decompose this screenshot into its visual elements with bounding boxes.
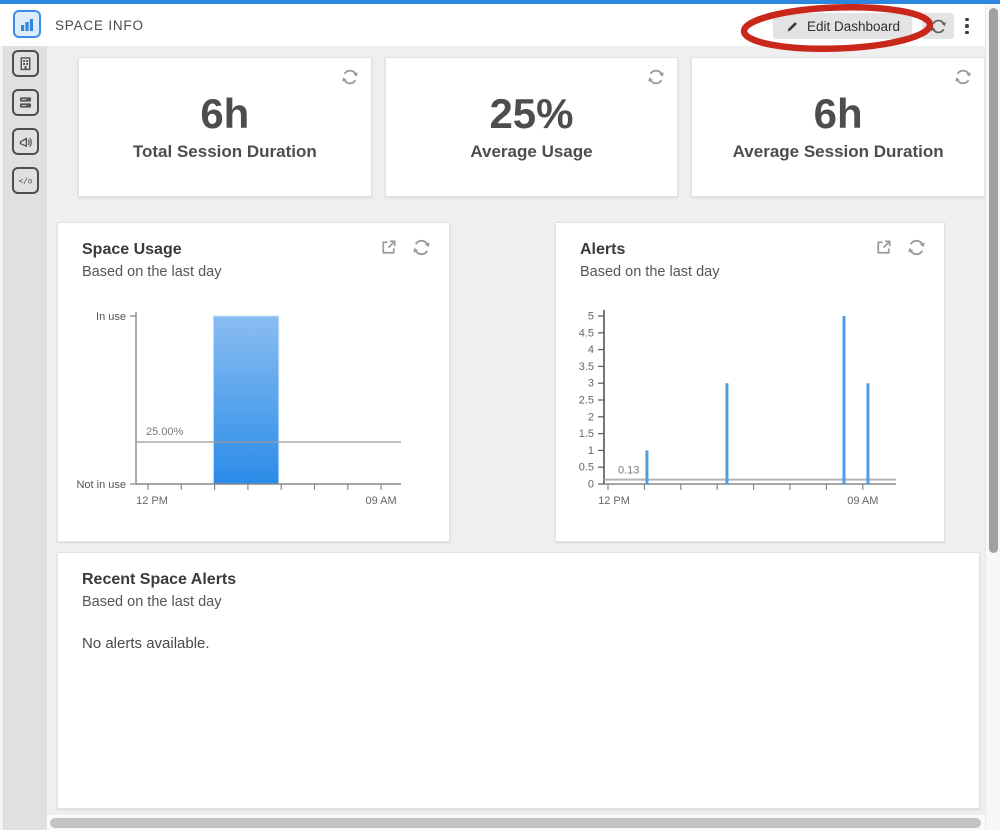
vertical-scrollbar-thumb[interactable] [988,8,998,553]
alerts-panel: Alerts Based on the last day [555,222,945,542]
stat-value: 6h [200,90,250,137]
stat-label: Total Session Duration [132,142,317,162]
svg-text:In use: In use [96,311,126,323]
horizontal-scrollbar-thumb[interactable] [50,817,981,828]
svg-text:1.5: 1.5 [579,428,594,440]
stat-label: Average Session Duration [732,142,944,162]
bar-chart-icon[interactable] [13,10,41,38]
stat-card-average-session: 6h Average Session Duration [691,57,985,197]
sidebar: </o [4,46,47,830]
svg-text:5: 5 [588,311,594,323]
stat-value: 25% [489,90,574,137]
refresh-icon[interactable] [412,238,431,262]
panel-title: Alerts [580,241,626,258]
vertical-scrollbar-track [985,4,1000,830]
code-icon[interactable]: </o [12,167,39,194]
left-edge-strip [0,46,4,830]
panel-subtitle: Based on the last day [580,264,720,280]
refresh-icon[interactable] [907,238,926,262]
rooms-list-icon[interactable] [12,89,39,116]
stat-card-row: 6h Total Session Duration 25% Average Us… [78,57,985,197]
svg-text:09 AM: 09 AM [847,495,878,507]
edit-dashboard-button[interactable]: Edit Dashboard [773,13,913,39]
rooms-list-glyph [19,97,32,108]
refresh-icon [930,19,946,33]
svg-text:12 PM: 12 PM [598,495,630,507]
panel-title: Space Usage [82,241,182,258]
export-icon[interactable] [379,238,398,262]
svg-text:0: 0 [588,479,594,491]
space-usage-panel: Space Usage Based on the last day [57,222,450,542]
page-title: SPACE INFO [55,17,144,33]
alerts-chart: 0 0.5 1 1.5 2 2.5 3 3.5 4 4.5 5 12 PM 09 AM 0.13 [579,310,896,507]
svg-text:3: 3 [588,378,594,390]
svg-text:25.00%: 25.00% [146,426,184,438]
svg-text:2.5: 2.5 [579,395,594,407]
svg-text:09 AM: 09 AM [366,495,397,507]
building-glyph [20,57,31,71]
svg-text:4.5: 4.5 [579,327,594,339]
refresh-icon[interactable] [647,68,665,91]
svg-text:0.13: 0.13 [618,465,639,477]
dashboard-refresh-button[interactable] [922,13,954,39]
stat-card-average-usage: 25% Average Usage [384,57,679,197]
space-usage-chart: In use Not in use 12 PM 09 AM 25.00% [76,311,401,507]
refresh-icon[interactable] [954,68,972,91]
horizontal-scrollbar-track [47,815,985,830]
stat-card-total-session: 6h Total Session Duration [78,57,372,197]
stat-label: Average Usage [470,142,593,162]
announcement-glyph [19,137,32,148]
svg-text:4: 4 [588,344,594,356]
stat-value: 6h [813,90,863,137]
panel-subtitle: Based on the last day [82,264,222,280]
main-content: 6h Total Session Duration 25% Average Us… [47,46,985,830]
svg-text:1: 1 [588,445,594,457]
code-glyph: </o [19,176,33,185]
panel-subtitle: Based on the last day [82,594,222,610]
recent-space-alerts-panel: Recent Space Alerts Based on the last da… [57,552,980,809]
svg-text:12 PM: 12 PM [136,495,168,507]
pencil-icon [787,21,797,31]
top-accent-bar [0,0,1000,4]
empty-message: No alerts available. [82,635,210,652]
kebab-menu-icon[interactable] [960,13,974,39]
svg-text:3.5: 3.5 [579,361,594,373]
building-icon[interactable] [12,50,39,77]
edit-dashboard-label: Edit Dashboard [807,18,901,34]
export-icon[interactable] [874,238,893,262]
topbar: SPACE INFO Edit Dashboard [0,4,1000,52]
svg-text:</o: </o [19,176,33,185]
svg-text:2: 2 [588,411,594,423]
announcement-icon[interactable] [12,128,39,155]
svg-text:Not in use: Not in use [76,479,126,491]
bar-chart-glyph [21,19,33,31]
refresh-icon[interactable] [341,68,359,91]
panel-title: Recent Space Alerts [82,571,237,588]
svg-text:0.5: 0.5 [579,462,594,474]
